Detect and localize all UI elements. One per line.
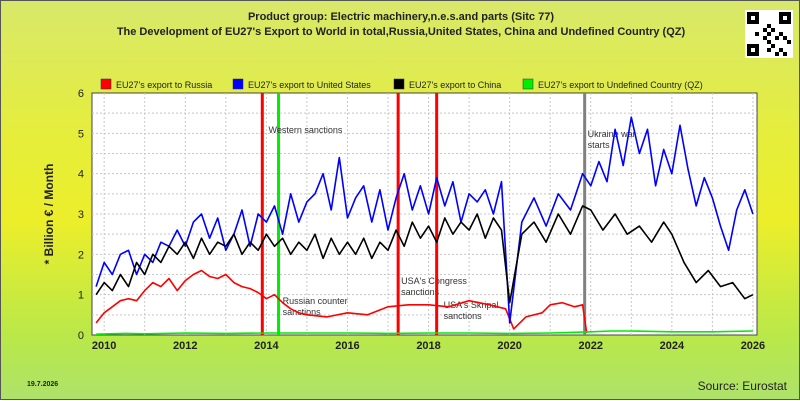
qr-module [751, 52, 755, 56]
qr-module [787, 12, 791, 16]
qr-module [779, 12, 783, 16]
y-tick-label: 5 [78, 128, 84, 140]
event-annotation: Ukraine war [588, 129, 636, 139]
qr-module [779, 16, 783, 20]
x-tick-label: 2026 [741, 340, 765, 352]
y-tick-label: 6 [78, 88, 84, 100]
qr-module [763, 28, 767, 32]
qr-module [755, 32, 759, 36]
qr-module [779, 20, 783, 24]
qr-module [787, 16, 791, 20]
qr-module [763, 36, 767, 40]
qr-module [779, 48, 783, 52]
qr-module [751, 12, 755, 16]
qr-module [755, 48, 759, 52]
qr-module [787, 20, 791, 24]
qr-module [747, 12, 751, 16]
qr-module [771, 44, 775, 48]
qr-module [767, 48, 771, 52]
x-tick-label: 2010 [92, 340, 116, 352]
date-stamp: 19.7.2026 [27, 381, 59, 388]
series-line [95, 269, 588, 334]
x-tick-label: 2024 [660, 340, 685, 352]
qr-module [747, 20, 751, 24]
x-tick-label: 2022 [579, 340, 603, 352]
qr-code-icon [745, 10, 793, 58]
qr-module [767, 32, 771, 36]
event-annotation: Western sanctions [269, 125, 343, 135]
qr-module [747, 44, 751, 48]
legend-swatch [393, 78, 405, 90]
qr-module [783, 36, 787, 40]
legend-swatch [100, 78, 112, 90]
legend-label: EU27's export to United States [248, 80, 371, 90]
event-annotation: USA's Skripal [444, 300, 499, 310]
qr-module [747, 16, 751, 20]
y-tick-label: 4 [78, 169, 84, 181]
series-line [96, 330, 753, 335]
qr-module [779, 32, 783, 36]
qr-module [755, 16, 759, 20]
event-annotation: starts [588, 140, 611, 150]
y-tick-label: 1 [78, 290, 84, 302]
x-tick-label: 2012 [173, 340, 197, 352]
series-line [95, 116, 754, 324]
event-annotation: sanctions [283, 307, 322, 317]
y-tick-label: 0 [78, 330, 84, 342]
x-tick-label: 2020 [497, 340, 521, 352]
event-annotation: sanctions [401, 287, 440, 297]
qr-module [775, 52, 779, 56]
qr-module [767, 40, 771, 44]
qr-module [755, 52, 759, 56]
qr-module [783, 20, 787, 24]
x-tick-label: 2014 [254, 340, 279, 352]
qr-module [755, 12, 759, 16]
qr-module [783, 52, 787, 56]
qr-module [775, 36, 779, 40]
qr-module [787, 40, 791, 44]
x-tick-label: 2016 [335, 340, 359, 352]
event-annotation: sanctions [444, 311, 483, 321]
chart-subtitle: The Development of EU27's Export to Worl… [116, 26, 686, 38]
legend-label: EU27's export to Russia [116, 80, 212, 90]
x-tick-label: 2018 [416, 340, 440, 352]
y-tick-label: 3 [78, 209, 84, 221]
chart-title: Product group: Electric machinery,n.e.s.… [247, 11, 555, 23]
qr-module [771, 28, 775, 32]
qr-module [751, 20, 755, 24]
event-annotation: USA's Congress [401, 276, 467, 286]
qr-module [755, 44, 759, 48]
qr-module [783, 12, 787, 16]
y-tick-label: 2 [78, 249, 84, 261]
qr-module [751, 44, 755, 48]
qr-module [767, 24, 771, 28]
event-annotation: Russian counter [283, 296, 348, 306]
qr-module [755, 20, 759, 24]
legend-swatch [522, 78, 534, 90]
qr-module [747, 52, 751, 56]
legend-label: EU27's export to Undefined Country (QZ) [538, 80, 703, 90]
y-axis-label: * Billion € / Month [42, 164, 56, 265]
legend-label: EU27's export to China [409, 80, 501, 90]
legend-swatch [232, 78, 244, 90]
qr-module [747, 48, 751, 52]
series-line [95, 205, 754, 304]
source-label: Source: Eurostat [697, 379, 787, 393]
